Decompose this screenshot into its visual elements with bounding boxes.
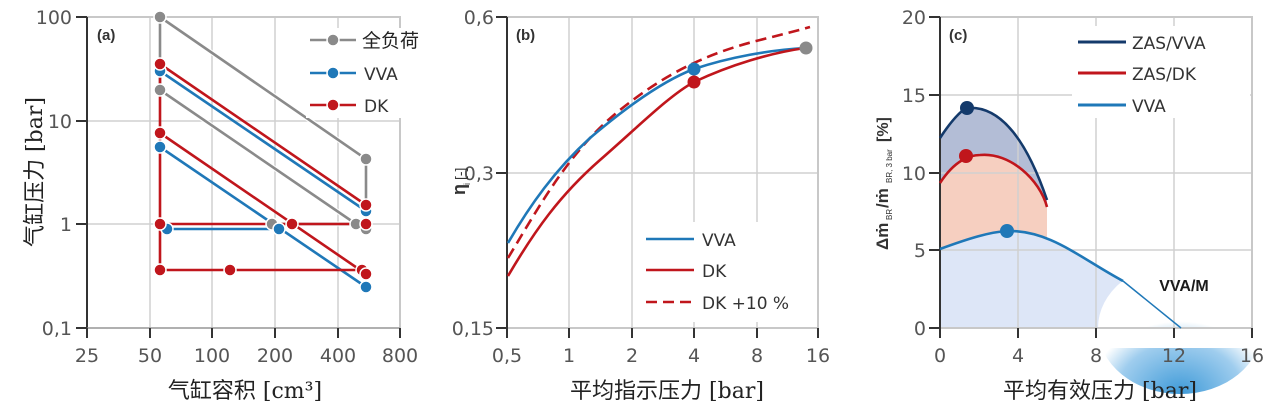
- a-ytick-100: 100: [36, 7, 72, 29]
- b-series-dk10: [506, 25, 811, 259]
- a-xtick-50: 50: [138, 345, 162, 367]
- b-xtick-16: 16: [806, 345, 830, 367]
- c-legend-zas-dk: ZAS/DK: [1132, 65, 1197, 85]
- b-marker-dk: [687, 75, 701, 89]
- b-xtick-4: 4: [688, 345, 700, 367]
- a-xtick-25: 25: [75, 345, 99, 367]
- b-xlabel: 平均指示压力 [bar]: [570, 379, 764, 404]
- b-xtick-2: 2: [626, 345, 638, 367]
- c-legend-zas-vva: ZAS/VVA: [1132, 34, 1206, 54]
- c-area-zas-vva: [940, 107, 1047, 207]
- a-ytick-10: 10: [48, 111, 72, 133]
- c-marker-vva: [1000, 224, 1014, 238]
- c-ytick-20: 20: [902, 7, 926, 29]
- a-xtick-100: 100: [194, 345, 230, 367]
- series-vva: [159, 69, 367, 289]
- b-ytick-0-6: 0,6: [464, 7, 494, 29]
- c-ytick-0: 0: [914, 318, 926, 340]
- a-legend-vva: VVA: [364, 65, 398, 85]
- svg-text:[%]: [%]: [875, 117, 892, 142]
- series-dk: [158, 62, 368, 276]
- a-xtick-800: 800: [382, 345, 418, 367]
- svg-text:i: i: [462, 183, 472, 185]
- a-ytick-0-1: 0,1: [42, 318, 72, 340]
- c-series-zas-dk: [938, 153, 1049, 208]
- a-legend-full-load: 全负荷: [362, 30, 419, 52]
- a-legend-dk: DK: [364, 97, 389, 117]
- a-ylabel: 气缸压力 [bar]: [23, 97, 48, 247]
- c-xtick-4: 4: [1012, 345, 1024, 367]
- c-ytick-5: 5: [914, 240, 926, 262]
- a-legend: 全负荷 VVA DK: [306, 28, 419, 118]
- b-ytick-0-15: 0,15: [452, 318, 494, 340]
- c-area-zas-dk: [940, 154, 1047, 249]
- b-legend-dk10: DK +10 %: [702, 294, 789, 314]
- svg-text:η: η: [449, 184, 469, 195]
- c-xlabel: 平均有效压力 [bar]: [1003, 379, 1197, 404]
- c-ytick-15: 15: [902, 85, 926, 107]
- a-panel-label: (a): [97, 27, 115, 44]
- b-ytick-0-3: 0,3: [464, 163, 494, 185]
- c-marker-zas-dk: [959, 149, 973, 163]
- c-xtick-0: 0: [934, 345, 946, 367]
- svg-text:Δṁ: Δṁ: [873, 223, 892, 250]
- svg-text:/ṁ: /ṁ: [873, 188, 892, 208]
- c-legend-vva: VVA: [1132, 97, 1166, 117]
- c-ylabel: Δṁ BR /ṁ BR, 3 bar [%]: [873, 117, 894, 250]
- svg-text:[-]: [-]: [452, 168, 468, 180]
- c-xtick-16: 16: [1240, 345, 1264, 367]
- b-xtick-1: 1: [563, 345, 575, 367]
- b-legend: VVA DK DK +10 %: [640, 222, 810, 322]
- c-legend: ZAS/VVA ZAS/DK VVA: [1072, 26, 1250, 118]
- c-ytick-10: 10: [902, 163, 926, 185]
- b-series-dk: [506, 46, 806, 277]
- a-xtick-400: 400: [320, 345, 356, 367]
- b-marker-vva: [687, 62, 701, 76]
- c-xtick-12: 12: [1162, 345, 1186, 367]
- c-panel-label: (c): [949, 27, 967, 44]
- a-xtick-200: 200: [257, 345, 293, 367]
- b-marker-full-load: [799, 41, 813, 55]
- b-series-vva: [506, 46, 806, 244]
- b-legend-vva: VVA: [702, 231, 736, 251]
- b-panel-label: (b): [516, 27, 535, 44]
- b-legend-dk: DK: [702, 262, 727, 282]
- a-xlabel: 气缸容积 [cm³]: [168, 379, 322, 404]
- c-marker-zas-vva: [960, 101, 974, 115]
- b-xtick-8: 8: [751, 345, 763, 367]
- c-series-zas-vva: [938, 106, 1049, 201]
- c-xtick-8: 8: [1090, 345, 1102, 367]
- a-ytick-1: 1: [60, 214, 72, 236]
- svg-text:BR, 3 bar: BR, 3 bar: [885, 149, 894, 183]
- b-ylabel: η i [-]: [449, 168, 472, 195]
- panel-b: 0,6 0,3 0,15 0,5 1 2 4 8 16 平均指示压力 [bar]…: [449, 7, 830, 404]
- c-vvam-label: VVA/M: [1159, 278, 1208, 295]
- panel-c: 20 15 10 5 0 0 4 8 12 16 平均有效压力 [bar] Δṁ…: [873, 7, 1264, 404]
- b-xtick-0-5: 0,5: [492, 345, 522, 367]
- svg-text:BR: BR: [885, 209, 894, 220]
- panel-a: 100 10 1 0,1 25 50 100 200 400 800 气缸容积 …: [23, 7, 419, 404]
